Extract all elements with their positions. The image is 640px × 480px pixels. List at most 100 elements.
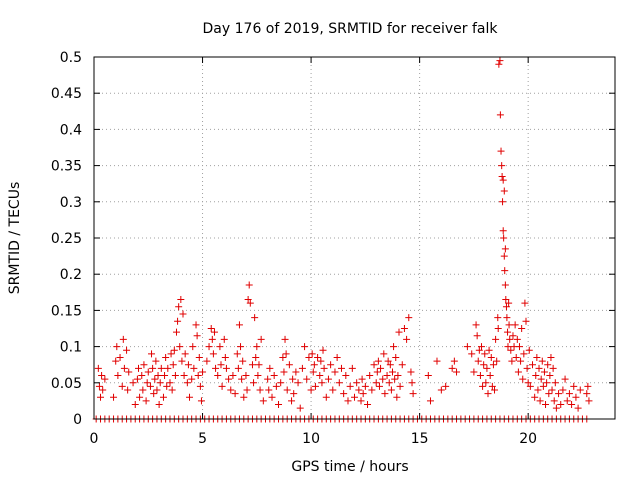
data-point: [335, 379, 343, 387]
data-point: [520, 350, 528, 358]
data-point: [113, 343, 121, 351]
data-point: [221, 353, 229, 361]
data-point: [491, 386, 499, 394]
data-point: [285, 361, 293, 369]
data-point: [268, 393, 276, 401]
data-point: [497, 147, 505, 155]
data-point: [544, 361, 552, 369]
data-point: [502, 303, 510, 311]
data-point: [138, 372, 146, 380]
data-point: [255, 361, 263, 369]
data-point: [450, 357, 458, 365]
data-point: [110, 393, 118, 401]
data-point: [496, 111, 504, 119]
data-point: [155, 401, 163, 409]
data-point: [142, 397, 150, 405]
data-point: [364, 401, 372, 409]
data-point: [212, 364, 220, 372]
data-point: [170, 346, 178, 354]
data-point: [238, 375, 246, 383]
y-tick-label: 0.1: [60, 340, 82, 356]
data-point: [253, 343, 261, 351]
data-point: [559, 386, 567, 394]
data-point: [400, 325, 408, 332]
data-point: [393, 393, 401, 401]
data-point: [453, 368, 461, 376]
data-point: [379, 375, 387, 383]
x-tick-label: 10: [302, 431, 320, 447]
data-point: [534, 386, 542, 394]
data-point: [480, 361, 488, 369]
data-point: [217, 361, 225, 369]
data-point: [150, 390, 158, 398]
data-point: [205, 343, 213, 351]
data-point: [129, 379, 137, 387]
data-point: [136, 393, 144, 401]
data-point: [519, 375, 527, 383]
data-point: [133, 375, 141, 383]
data-point: [485, 346, 493, 354]
data-point: [222, 364, 230, 372]
data-points: [92, 57, 593, 423]
data-point: [484, 390, 492, 398]
data-point: [220, 335, 228, 343]
data-point: [351, 393, 358, 401]
data-point: [272, 382, 280, 390]
data-point: [314, 353, 322, 361]
data-point: [486, 372, 494, 380]
data-point: [396, 382, 404, 390]
data-point: [496, 57, 504, 65]
data-point: [203, 357, 211, 365]
data-point: [391, 375, 399, 383]
data-point: [498, 162, 506, 170]
data-point: [536, 397, 544, 405]
data-point: [563, 397, 571, 405]
data-point: [515, 343, 523, 351]
data-point: [583, 390, 591, 398]
data-point: [346, 382, 354, 390]
data-point: [342, 372, 350, 380]
data-point: [505, 321, 513, 329]
data-point: [576, 386, 584, 394]
data-point: [152, 357, 160, 365]
data-point: [403, 335, 411, 343]
data-point: [283, 386, 291, 394]
data-point: [355, 386, 363, 394]
data-point: [243, 386, 251, 394]
data-point: [508, 357, 516, 365]
data-point: [270, 372, 278, 380]
data-point: [298, 364, 306, 372]
data-point: [368, 386, 376, 394]
data-point: [551, 379, 559, 387]
data-point: [495, 60, 503, 68]
data-point: [543, 379, 551, 387]
data-point: [358, 375, 366, 383]
data-point: [381, 390, 389, 398]
data-point: [186, 393, 194, 401]
data-point: [509, 332, 517, 340]
data-point: [531, 393, 539, 401]
data-point: [256, 386, 264, 394]
data-point: [568, 401, 576, 409]
data-point: [225, 375, 233, 383]
data-point: [482, 379, 490, 387]
data-point: [140, 361, 148, 369]
data-point: [234, 364, 242, 372]
data-point: [248, 361, 256, 369]
data-point: [288, 397, 296, 405]
data-point: [514, 368, 522, 376]
data-point: [289, 375, 297, 383]
data-point: [570, 382, 578, 390]
data-point: [124, 386, 132, 394]
data-point: [175, 303, 183, 311]
data-point: [370, 361, 378, 369]
data-point: [125, 368, 133, 376]
data-point: [178, 357, 186, 365]
data-point: [294, 379, 302, 387]
data-point: [523, 364, 531, 372]
data-point: [584, 382, 592, 390]
data-point: [311, 382, 319, 390]
data-point: [546, 372, 554, 380]
data-point: [159, 393, 167, 401]
data-point: [395, 328, 403, 336]
